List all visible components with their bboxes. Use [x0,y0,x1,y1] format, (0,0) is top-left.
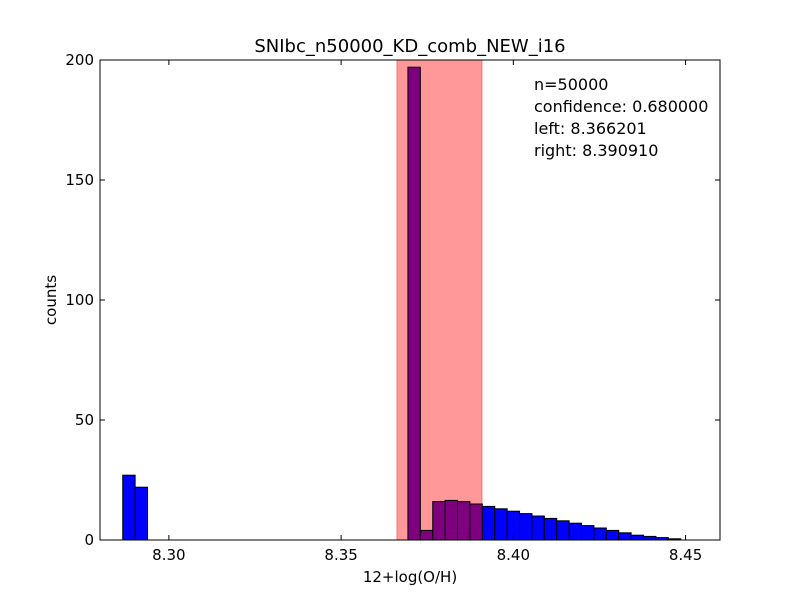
y-tick-label: 50 [75,411,94,429]
histogram-bar [630,534,645,541]
histogram-bar [457,501,471,541]
annotation-line: right: 8.390910 [534,141,658,160]
histogram-bar [531,515,545,541]
histogram-bar [494,508,508,541]
histogram-bar [605,529,620,541]
histogram-bar [581,525,595,541]
histogram-bar [407,66,421,541]
y-tick-label: 200 [65,51,94,69]
x-axis-label: 12+log(O/H) [363,568,457,586]
histogram-bar [543,517,558,541]
ticks-layer: 8.30 8.35 8.40 8.45 0 50 100 150 200 [65,51,720,564]
annotation-box: n=50000 confidence: 0.680000 left: 8.366… [534,75,708,160]
histogram-bar [444,499,459,541]
x-tick-label: 8.35 [324,546,357,564]
x-tick-label: 8.45 [669,546,702,564]
annotation-line: confidence: 0.680000 [534,97,708,116]
histogram-bar [481,505,496,541]
histogram-bar [122,474,136,541]
y-tick-label: 100 [65,291,94,309]
histogram-bar [618,532,632,541]
annotation-line: left: 8.366201 [534,119,647,138]
histogram-bar [556,520,570,541]
histogram-bar [568,522,583,541]
annotation-line: n=50000 [534,75,608,94]
histogram-bar [593,527,607,541]
histogram-bar [469,503,483,541]
histogram-bar [419,529,434,541]
chart-title: SNIbc_n50000_KD_comb_NEW_i16 [254,36,565,57]
x-tick-label: 8.30 [152,546,185,564]
y-tick-label: 0 [84,531,94,549]
histogram-bar [134,486,149,541]
histogram-bar [432,501,446,541]
bars-layer [122,66,682,541]
y-tick-label: 150 [65,171,94,189]
histogram-bar [519,513,533,541]
x-tick-label: 8.40 [497,546,530,564]
y-axis-label: counts [42,275,60,325]
histogram-bar [643,535,657,541]
